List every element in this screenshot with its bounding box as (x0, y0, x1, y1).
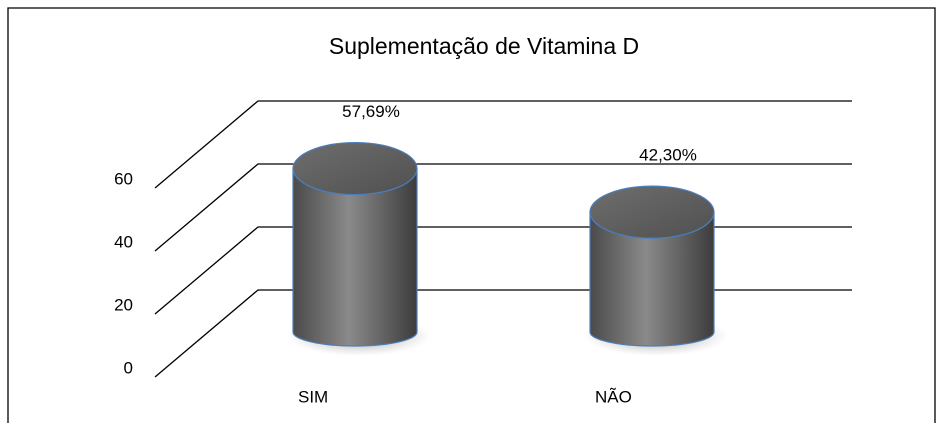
y-tick-label: 0 (124, 358, 133, 377)
chart-title: Suplementação de Vitamina D (329, 33, 639, 59)
bar-top (292, 141, 418, 196)
x-tick-label: NÃO (595, 387, 632, 406)
grid-line (154, 100, 852, 189)
y-tick-label: 60 (114, 169, 133, 188)
grid-line (154, 226, 852, 315)
value-label: 57,69% (342, 102, 400, 121)
y-tick-label: 40 (114, 232, 133, 251)
bar (292, 168, 418, 347)
frame (7, 7, 936, 423)
x-tick-label: SIM (298, 387, 328, 406)
grid-line (154, 289, 852, 378)
grid-line (154, 163, 852, 252)
y-tick-label: 20 (114, 295, 133, 314)
bar-top (589, 185, 715, 239)
value-label: 42,30% (639, 146, 697, 165)
